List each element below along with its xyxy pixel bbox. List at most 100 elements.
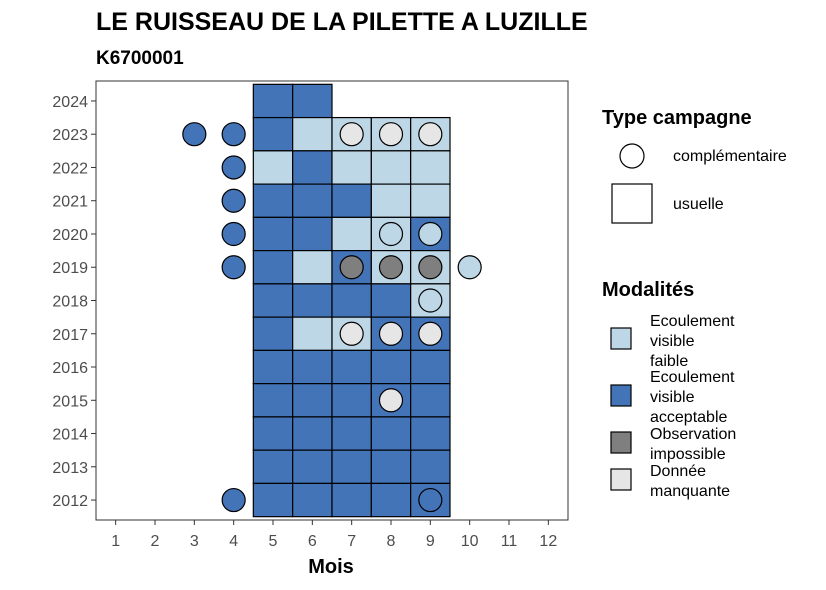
cell-2015-9 bbox=[410, 383, 451, 418]
point-2020-4 bbox=[221, 221, 246, 247]
point-2023-8 bbox=[378, 122, 404, 147]
legend-circle-icon bbox=[619, 143, 645, 169]
point-2019-7 bbox=[339, 255, 364, 280]
legend-type-label-complementaire: complémentaire bbox=[673, 148, 787, 165]
x-tick-label: 4 bbox=[229, 533, 238, 550]
cell-2021-8 bbox=[370, 183, 412, 218]
y-tick-label: 2012 bbox=[52, 493, 88, 510]
cell-2022-8 bbox=[370, 150, 412, 185]
y-axis: 2012 2013 2014 2015 2016 2017 2018 2019 2020 2021… bbox=[52, 94, 96, 510]
x-tick-label: 3 bbox=[190, 533, 199, 550]
cell-2019-6 bbox=[292, 250, 333, 285]
cell-2019-5 bbox=[252, 250, 294, 285]
y-tick-label: 2013 bbox=[52, 460, 88, 477]
point-2019-9 bbox=[418, 255, 443, 280]
cell-2018-6 bbox=[292, 283, 333, 318]
chart-subtitle: K6700001 bbox=[96, 48, 184, 69]
cell-2022-5 bbox=[252, 150, 294, 185]
cell-2021-5 bbox=[252, 183, 294, 218]
legend-type-campagne: Type campagne complémentaire usuelle bbox=[602, 107, 787, 224]
cell-2013-7 bbox=[331, 449, 372, 485]
y-tick-label: 2014 bbox=[52, 427, 88, 444]
cell-2015-6 bbox=[292, 383, 333, 418]
cell-2018-5 bbox=[252, 283, 294, 318]
cell-2014-6 bbox=[292, 416, 333, 451]
cell-2021-9 bbox=[410, 183, 451, 218]
cell-2022-9 bbox=[410, 150, 451, 185]
point-2012-9 bbox=[418, 487, 443, 513]
cell-2012-8 bbox=[370, 482, 412, 518]
cell-2012-6 bbox=[292, 482, 333, 518]
point-2019-8 bbox=[378, 255, 404, 280]
cell-2020-6 bbox=[292, 216, 333, 252]
y-tick-label: 2024 bbox=[52, 94, 88, 111]
legend-label-faible: Ecoulement visible faible bbox=[650, 313, 739, 370]
point-2017-7 bbox=[339, 321, 364, 346]
cell-2012-5 bbox=[252, 482, 294, 518]
cell-2016-7 bbox=[331, 349, 372, 385]
legend-swatch-acceptable bbox=[610, 384, 632, 407]
cell-2022-7 bbox=[331, 150, 372, 185]
legend-square-icon bbox=[611, 183, 653, 224]
legend-swatch-impossible bbox=[610, 431, 632, 454]
point-2018-9 bbox=[418, 288, 443, 313]
cell-2013-8 bbox=[370, 449, 412, 485]
point-2023-7 bbox=[339, 122, 364, 147]
legend-type-title: Type campagne bbox=[602, 107, 752, 129]
y-tick-label: 2016 bbox=[52, 360, 88, 377]
chart-title: LE RUISSEAU DE LA PILETTE A LUZILLE bbox=[96, 8, 588, 36]
point-2012-4 bbox=[221, 487, 246, 513]
legend-type-label-usuelle: usuelle bbox=[673, 196, 724, 213]
y-tick-label: 2022 bbox=[52, 160, 88, 177]
x-tick-label: 5 bbox=[269, 533, 278, 550]
x-tick-label: 11 bbox=[501, 533, 518, 550]
x-tick-label: 1 bbox=[111, 533, 120, 550]
cell-2013-5 bbox=[252, 449, 294, 485]
legend-mod-title: Modalités bbox=[602, 279, 694, 301]
y-tick-label: 2019 bbox=[52, 260, 88, 277]
y-tick-label: 2018 bbox=[52, 294, 88, 311]
cell-2023-6 bbox=[292, 116, 333, 152]
cell-2024-6 bbox=[292, 83, 333, 119]
cell-2017-5 bbox=[252, 316, 294, 351]
point-2021-4 bbox=[221, 188, 246, 213]
cell-2020-7 bbox=[331, 216, 372, 252]
point-2022-4 bbox=[221, 155, 246, 180]
cell-2014-7 bbox=[331, 416, 372, 451]
x-tick-label: 12 bbox=[539, 533, 557, 550]
cell-2022-6 bbox=[292, 150, 333, 185]
point-2017-8 bbox=[378, 321, 404, 346]
cell-2013-6 bbox=[292, 449, 333, 485]
cell-2012-7 bbox=[331, 482, 372, 518]
point-2019-4 bbox=[221, 255, 246, 280]
x-axis: 1 2 3 4 5 6 7 8 9 10 11 12 bbox=[111, 520, 557, 550]
cell-2015-5 bbox=[252, 383, 294, 418]
point-2020-8 bbox=[378, 221, 404, 247]
cell-2021-6 bbox=[292, 183, 333, 218]
cell-2017-6 bbox=[292, 316, 333, 351]
point-2017-9 bbox=[418, 321, 443, 346]
cell-2023-5 bbox=[252, 116, 294, 152]
cell-2018-7 bbox=[331, 283, 372, 318]
cell-2020-5 bbox=[252, 216, 294, 252]
cell-2014-8 bbox=[370, 416, 412, 451]
legend-swatch-manquante bbox=[610, 468, 632, 491]
legend-label-acceptable: Ecoulement visible acceptable bbox=[650, 369, 739, 426]
cell-2015-7 bbox=[331, 383, 372, 418]
point-2023-9 bbox=[418, 122, 443, 147]
legend-label-impossible: Observation impossible bbox=[650, 426, 741, 463]
cell-2014-9 bbox=[410, 416, 451, 451]
x-tick-label: 8 bbox=[387, 533, 396, 550]
y-tick-label: 2015 bbox=[52, 393, 88, 410]
cell-2016-5 bbox=[252, 349, 294, 385]
y-tick-label: 2020 bbox=[52, 227, 88, 244]
y-tick-label: 2017 bbox=[52, 327, 88, 344]
cell-2013-9 bbox=[410, 449, 451, 485]
complementaire-points bbox=[182, 122, 482, 513]
x-tick-label: 9 bbox=[426, 533, 435, 550]
point-2020-9 bbox=[418, 221, 443, 247]
point-2015-8 bbox=[378, 388, 404, 413]
y-tick-label: 2023 bbox=[52, 127, 88, 144]
point-2023-3 bbox=[182, 122, 207, 147]
